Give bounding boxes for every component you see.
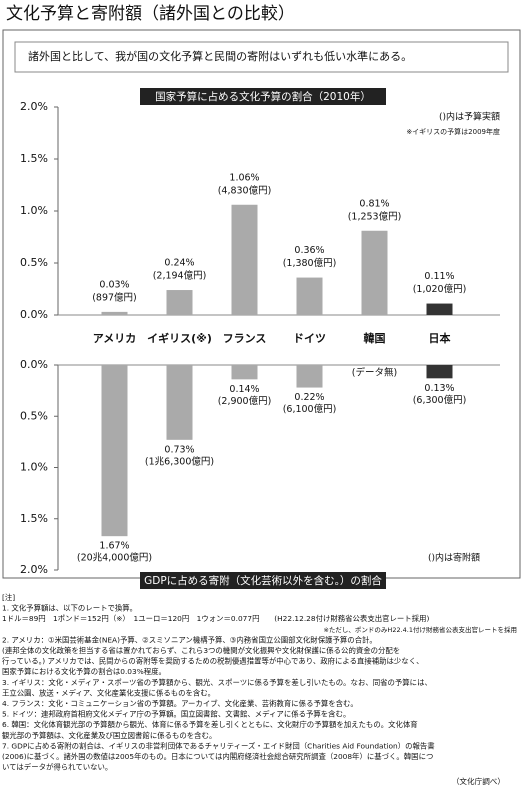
value-label: 0.81% <box>359 198 389 209</box>
bar <box>231 365 258 380</box>
amount-label: (6,300億円) <box>413 394 467 406</box>
amount-label: (1兆6,300億円) <box>145 455 214 467</box>
footnote: いてはデータが得られていない。 <box>2 763 112 772</box>
value-label: 0.36% <box>294 245 324 256</box>
x-tick-label: フランス <box>223 332 267 345</box>
bar <box>101 311 128 315</box>
footnote: [注] <box>2 593 15 602</box>
y-tick-label: 1.5% <box>20 512 48 525</box>
value-label: 0.24% <box>164 258 194 269</box>
chart-note: ()内は寄附額 <box>428 552 480 564</box>
amount-label: (4,830億円) <box>218 184 272 196</box>
value-label: 0.03% <box>99 279 129 290</box>
bar <box>166 365 193 440</box>
amount-label: (データ無) <box>352 367 397 379</box>
y-tick-label: 0.5% <box>20 409 48 422</box>
bar <box>296 365 323 388</box>
summary: 諸外国と比して、我が国の文化予算と民間の寄附はいずれも低い水準にある。 <box>28 49 412 63</box>
footnote: 7. GDPに占める寄附の割合は、イギリスの非営利団体であるチャリティーズ・エイ… <box>2 741 435 750</box>
bar <box>166 290 193 315</box>
footnote: 観光部の予算額は、文化産業及び国立図書館に係るものを含む。 <box>2 731 216 740</box>
amount-label: (20兆4,000億円) <box>77 552 152 564</box>
bar <box>231 204 258 315</box>
chart-title: 国家予算に占める文化予算の割合（2010年） <box>155 90 371 103</box>
footnote: 行っている。) アメリカでは、民間からの寄附等を奨励するための税制優遇措置等が中… <box>2 657 423 666</box>
bar <box>296 277 323 315</box>
chart-note: ※イギリスの予算は2009年度 <box>406 127 500 136</box>
y-tick-label: 0.0% <box>20 358 48 371</box>
amount-label: (1,253億円) <box>348 210 402 222</box>
y-tick-label: 1.5% <box>20 152 48 165</box>
footnote: (連邦全体の文化政策を担当する省は置かれておらず、これら3つの機関が文化振興や文… <box>2 646 400 655</box>
amount-label: (1,020億円) <box>413 283 467 295</box>
y-tick-label: 0.5% <box>20 256 48 269</box>
footnote: 5. ドイツ：連邦政府首相府文化メディア庁の予算額。国立図書館、文書館、メディア… <box>2 710 350 719</box>
amount-label: (6,100億円) <box>283 403 337 415</box>
chart-title: GDPに占める寄附（文化芸術以外を含む。）の割合 <box>144 574 382 587</box>
amount-label: (1,380億円) <box>283 257 337 269</box>
bar <box>101 365 128 537</box>
x-tick-label: 韓国 <box>364 331 386 345</box>
x-tick-label: アメリカ <box>93 332 136 345</box>
y-tick-label: 2.0% <box>20 563 48 576</box>
footnote: (2006)に基づく。諸外国の数値は2005年のもの。日本については内閣府経済社… <box>2 752 433 761</box>
footnote: 4. フランス：文化・コミュニケーション省の予算額。アーカイブ、文化産業、芸術教… <box>2 699 358 708</box>
value-label: 0.14% <box>229 384 259 395</box>
footnote: 王立公園、放送・メディア、文化産業化支援に係るものを含む。 <box>2 688 215 697</box>
bar <box>426 365 453 379</box>
x-tick-label: ドイツ <box>293 332 326 345</box>
value-label: 0.73% <box>164 444 194 455</box>
value-label: 0.13% <box>424 383 454 394</box>
x-tick-label: イギリス(※) <box>147 331 212 345</box>
footnote: ※ただし、ポンドのみH22.4.1付け財務省公表支出官レートを採用 <box>323 625 517 634</box>
y-tick-label: 2.0% <box>20 100 48 113</box>
amount-label: (2,900億円) <box>218 395 272 407</box>
footnote: 1. 文化予算額は、以下のレートで換算。 <box>2 604 137 613</box>
amount-label: (897億円) <box>92 291 137 303</box>
title-bar <box>140 88 386 105</box>
chart-note: ()内は予算実額 <box>439 111 500 123</box>
bar <box>361 230 388 315</box>
value-label: 1.67% <box>99 541 129 552</box>
footnote: 3. イギリス：文化・メディア・スポーツ省の予算額から、観光、スポーツに係る予算… <box>2 678 432 687</box>
y-tick-label: 1.0% <box>20 461 48 474</box>
x-tick-label: 日本 <box>429 331 451 345</box>
summary-box <box>14 41 509 73</box>
footnote: 2. アメリカ：①米国芸術基金(NEA)予算、②スミソニアン機構予算、③内務省国… <box>2 635 377 644</box>
footnote: 国家予算における文化予算の割合は0.03%程度。 <box>2 667 166 676</box>
value-label: 1.06% <box>229 172 259 183</box>
value-label: 0.11% <box>424 271 454 282</box>
bar <box>426 303 453 315</box>
page-title: 文化予算と寄附額（諸外国との比較） <box>6 4 295 24</box>
value-label: 0.22% <box>294 392 324 403</box>
amount-label: (2,194億円) <box>153 270 207 282</box>
title-bar <box>140 572 386 589</box>
y-tick-label: 1.0% <box>20 204 48 217</box>
footnote: 6. 韓国：文化体育観光部の予算額から観光、体育に係る予算を差し引くとともに、文… <box>2 720 418 729</box>
footnote: 1ドル＝89円 1ポンド＝152円（※） 1ユーロ＝120円 1ウォン＝0.07… <box>2 614 429 623</box>
source: （文化庁調べ） <box>452 776 505 786</box>
y-tick-label: 0.0% <box>20 308 48 321</box>
